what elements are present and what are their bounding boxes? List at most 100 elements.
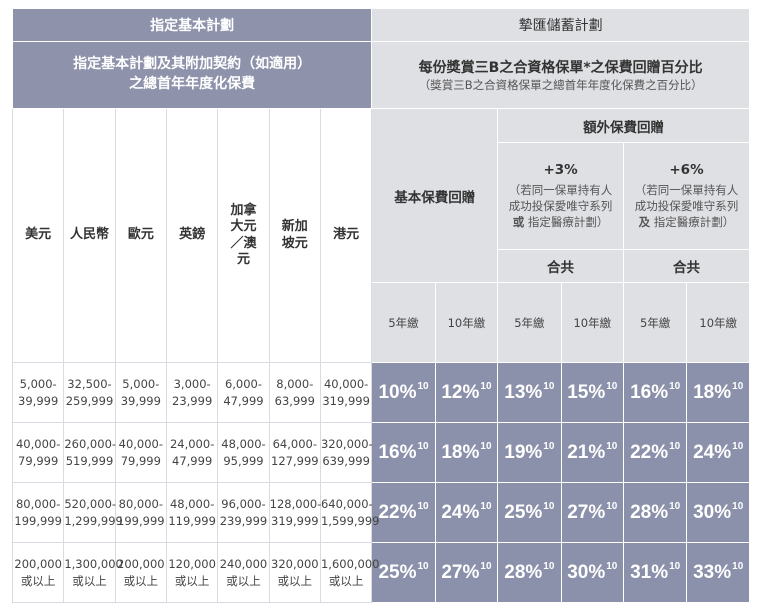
footnote-ref: 10: [417, 501, 429, 512]
term-plus3-10yr: 10年繳: [560, 282, 624, 363]
table-row: 5,000- 39,999 32,500- 259,999 5,000- 39,999 3,…: [11, 362, 750, 423]
footnote-ref: 10: [669, 561, 681, 572]
savings-plan-header: 摯匯儲蓄計劃: [371, 8, 750, 42]
rebate-rate-value: 27%: [441, 562, 480, 583]
premium-range-cell: 5,000- 39,999: [11, 362, 65, 423]
plus3-connector: 或: [512, 215, 525, 229]
footnote-ref: 10: [732, 501, 744, 512]
footnote-ref: 10: [669, 441, 681, 452]
footnote-ref: 10: [606, 561, 618, 572]
premium-range-cell: 240,000 或以上: [217, 542, 270, 603]
basic-rebate-header: 基本保費回贈: [371, 108, 499, 283]
footnote-ref: 10: [480, 441, 492, 452]
currency-hkd: 港元: [319, 108, 373, 363]
premium-range-cell: 40,000- 79,999: [114, 422, 167, 483]
premium-range-cell: 48,000- 119,999: [165, 482, 219, 543]
term-basic-10yr: 10年繳: [434, 282, 499, 363]
range-line-start: 80,000-: [118, 496, 164, 511]
rebate-rate-cell: 25%10: [497, 482, 562, 543]
range-line-start: 64,000-: [272, 436, 317, 451]
rebate-rate-cell: 15%10: [560, 362, 624, 423]
premium-range-cell: 6,000- 47,999: [217, 362, 270, 423]
range-line-start: 120,000: [168, 556, 216, 571]
range-line-start: 40,000-: [323, 376, 369, 391]
rebate-rate-value: 22%: [630, 442, 669, 463]
footnote-ref: 10: [732, 561, 744, 572]
range-line-end: 23,999: [172, 393, 213, 408]
range-line-start: 48,000-: [221, 436, 266, 451]
premium-range-cell: 3,000- 23,999: [165, 362, 219, 423]
rebate-rate-cell: 25%10: [371, 542, 436, 603]
rebate-rate-value: 18%: [441, 442, 480, 463]
premium-band-rows: 5,000- 39,999 32,500- 259,999 5,000- 39,999 3,…: [11, 362, 750, 603]
rebate-rate-value: 31%: [630, 562, 669, 583]
premium-range-cell: 320,000- 639,999: [319, 422, 373, 483]
rebate-rate-value: 25%: [504, 502, 543, 523]
premium-range-cell: 120,000 或以上: [165, 542, 219, 603]
range-line-start: 48,000-: [169, 496, 215, 511]
range-line-end: 或以上: [72, 573, 107, 588]
rebate-rate-value: 15%: [567, 382, 606, 403]
range-line-end: 或以上: [328, 573, 364, 588]
footnote-ref: 10: [669, 381, 681, 392]
range-line-end: 639,999: [322, 453, 370, 468]
footnote-ref: 10: [543, 441, 555, 452]
footnote-ref: 10: [732, 381, 744, 392]
range-line-start: 1,600,000: [320, 556, 380, 571]
premium-range-cell: 64,000- 127,999: [268, 422, 321, 483]
footnote-ref: 10: [417, 561, 429, 572]
rebate-rate-value: 30%: [567, 562, 606, 583]
footnote-ref: 10: [480, 501, 492, 512]
total-premium-header-line2: 之總首年年度化保費: [129, 76, 256, 92]
currency-eur: 歐元: [114, 108, 167, 363]
rebate-rate-value: 33%: [693, 562, 732, 583]
rebate-rate-cell: 10%10: [371, 362, 436, 423]
range-line-end: 或以上: [174, 573, 210, 588]
range-line-end: 95,999: [223, 453, 264, 468]
range-line-end: 319,999: [271, 513, 319, 528]
footnote-ref: 10: [732, 441, 744, 452]
plus3-total-header: 合共: [497, 249, 624, 283]
footnote-ref: 10: [606, 501, 618, 512]
term-basic-5yr: 5年繳: [371, 282, 436, 363]
basic-plan-header: 指定基本計劃: [11, 8, 373, 42]
premium-rebate-table: 指定基本計劃 摯匯儲蓄計劃 指定基本計劃及其附加契約（如適用） 之總首年年度化保…: [11, 8, 751, 603]
rebate-rate-value: 27%: [567, 502, 606, 523]
range-line-start: 200,000: [117, 556, 165, 571]
plus3-line2: 成功投保愛唯守系列: [508, 199, 613, 213]
range-line-start: 320,000-: [320, 436, 373, 451]
range-line-start: 5,000-: [19, 376, 57, 391]
premium-range-cell: 96,000- 239,999: [217, 482, 270, 543]
rebate-rate-value: 10%: [378, 382, 417, 403]
rebate-rate-cell: 28%10: [622, 482, 688, 543]
rebate-rate-cell: 27%10: [434, 542, 499, 603]
currency-rmb: 人民幣: [63, 108, 116, 363]
range-line-start: 520,000-: [64, 496, 117, 511]
range-line-start: 8,000-: [276, 376, 314, 391]
range-line-start: 200,000: [14, 556, 62, 571]
premium-range-cell: 24,000- 47,999: [165, 422, 219, 483]
range-line-end: 127,999: [271, 453, 319, 468]
plus3-line1: （若同一保單持有人: [508, 183, 613, 197]
table-row: 80,000- 199,999 520,000- 1,299,999 80,000- 19…: [11, 482, 750, 543]
range-line-start: 640,000-: [320, 496, 373, 511]
rebate-rate-cell: 18%10: [434, 422, 499, 483]
premium-range-cell: 520,000- 1,299,999: [63, 482, 123, 543]
footnote-ref: 10: [543, 561, 555, 572]
rebate-rate-value: 28%: [630, 502, 669, 523]
rebate-rate-value: 28%: [504, 562, 543, 583]
rebate-percentage-header: 每份獎賞三B之合資格保單*之保費回贈百分比 （獎賞三B之合資格保單之總首年年度化…: [371, 41, 750, 109]
range-line-end: 1,599,999: [320, 513, 380, 528]
term-plus3-5yr: 5年繳: [497, 282, 562, 363]
rebate-rate-cell: 27%10: [560, 482, 624, 543]
rebate-rate-cell: 12%10: [434, 362, 499, 423]
range-line-start: 240,000: [219, 556, 268, 571]
extra-rebate-header: 額外保費回贈: [497, 108, 750, 143]
plus6-line2: 成功投保愛唯守系列: [634, 199, 739, 213]
premium-range-cell: 640,000- 1,599,999: [319, 482, 380, 543]
rebate-rate-value: 18%: [693, 382, 732, 403]
footnote-ref: 10: [417, 381, 429, 392]
rebate-rate-value: 24%: [441, 502, 480, 523]
rebate-rate-value: 12%: [441, 382, 480, 403]
premium-rebate-table-container: 指定基本計劃 摯匯儲蓄計劃 指定基本計劃及其附加契約（如適用） 之總首年年度化保…: [11, 8, 751, 604]
